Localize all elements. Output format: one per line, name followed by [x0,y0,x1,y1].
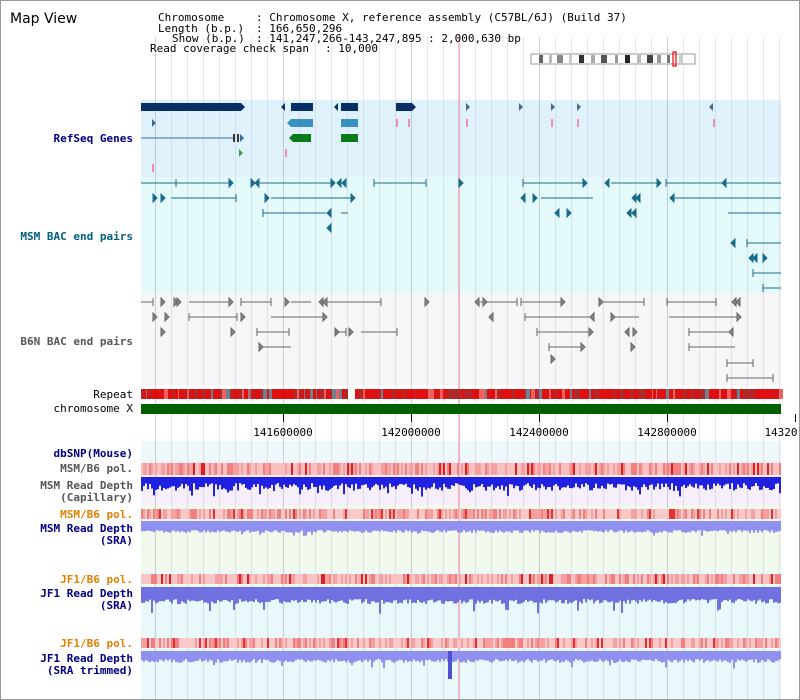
gridline [763,37,764,699]
gridline [635,37,636,699]
gridline [347,37,348,699]
gridline [251,37,252,699]
gridline [171,37,172,699]
gridline [203,37,204,699]
msm-read-depth-sra-label-2: (SRA) [99,534,133,547]
dbsnp-label: dbSNP(Mouse) [53,447,133,460]
gridline [779,37,780,699]
jf1-b6-polymorphism-track-2[interactable] [141,638,781,648]
gridline [379,37,380,699]
gridline [267,37,268,699]
jf1-b6-pol-label-1: JF1/B6 pol. [60,573,133,586]
gridline [331,37,332,699]
gridline [507,37,508,699]
gridline [411,37,412,699]
gridline [315,37,316,699]
jf1-read-depth-trimmed-track[interactable] [141,651,781,681]
chromosome-x-label: chromosome X [53,402,133,415]
gridline [699,37,700,699]
show-value: : 141,247,266-143,247,895 : 2,000,630 bp [256,32,521,45]
ruler-tick [283,414,284,422]
coverage-label: Read coverage check span [150,42,309,55]
dbsnp-track-bg [141,441,781,461]
ruler-label: 142400000 [509,426,569,439]
gridline [523,37,524,699]
gridline [491,37,492,699]
show-label: Show (b.p.) [172,32,245,45]
gridline [187,37,188,699]
msm-b6-pol-label-2: MSM/B6 pol. [60,508,133,521]
msm-read-depth-capillary-label-2: (Capillary) [60,491,133,504]
length-label: Length (b.p.) [158,22,245,35]
gridline [235,37,236,699]
gridline [427,37,428,699]
gridline [571,37,572,699]
gridline [555,37,556,699]
gridline [539,37,540,699]
gridline [443,37,444,699]
gridline [667,37,668,699]
chromosome-ideogram[interactable] [529,51,699,68]
view-title: Map View [10,11,78,27]
gridline [299,37,300,699]
gridline [219,37,220,699]
msm-b6-polymorphism-track-1[interactable] [141,463,781,475]
msm-bac-end-pairs-label: MSM BAC end pairs [20,230,133,243]
gridline [283,37,284,699]
jf1-b6-pol-label-2: JF1/B6 pol. [60,637,133,650]
ruler-tick [411,414,412,422]
chromosome-label: Chromosome [158,11,225,24]
msm-read-depth-capillary-track[interactable] [141,477,781,501]
gridline [715,37,716,699]
msm-b6-polymorphism-track-2[interactable] [141,509,781,519]
ruler-tick [667,414,668,422]
gridline [475,37,476,699]
msm-b6-pol-label-1: MSM/B6 pol. [60,462,133,475]
ruler-label: 142800000 [637,426,697,439]
ruler-label: 141600000 [253,426,313,439]
jf1-b6-polymorphism-track-1[interactable] [141,574,781,584]
jf1-read-depth-sra-label-1: JF1 Read Depth [40,587,133,600]
b6n-bac-end-pairs[interactable] [141,293,781,393]
jf1-read-depth-trimmed-label-2: (SRA trimmed) [46,664,133,677]
position-cursor-line[interactable] [458,37,460,699]
msm-bac-end-pairs[interactable] [141,177,781,297]
gridline [651,37,652,699]
coverage-value: : 10,000 [325,42,378,55]
msm-read-depth-capillary-label-1: MSM Read Depth [40,479,133,492]
gridline [395,37,396,699]
jf1-read-depth-sra-track[interactable] [141,587,781,617]
msm-read-depth-sra-track[interactable] [141,521,781,537]
jf1-read-depth-sra-label-2: (SRA) [99,599,133,612]
ruler-tick [795,414,796,422]
gridline [683,37,684,699]
repeat-track[interactable] [141,389,783,399]
ruler-tick [539,414,540,422]
refseq-genes-label: RefSeq Genes [53,132,133,145]
gridline [155,37,156,699]
b6n-bac-end-pairs-label: B6N BAC end pairs [20,335,133,348]
refseq-track-bg [141,100,781,177]
gridline [747,37,748,699]
gridline [363,37,364,699]
b6n-bac-track-bg [141,293,781,385]
chromosome-x-bar[interactable] [141,404,781,414]
chromosome-value: : Chromosome X, reference assembly (C57B… [256,11,627,24]
ruler-label: 142000000 [381,426,441,439]
length-value: : 166,650,296 [256,22,343,35]
repeat-label: Repeat [93,388,133,401]
ruler-label: 14320 [764,426,798,439]
refseq-gene-features[interactable] [141,100,781,180]
gridline [731,37,732,699]
jf1-read-depth-trimmed-label-1: JF1 Read Depth [40,652,133,665]
gridline [603,37,604,699]
gridline [587,37,588,699]
gridline [619,37,620,699]
msm-read-depth-sra-label-1: MSM Read Depth [40,522,133,535]
